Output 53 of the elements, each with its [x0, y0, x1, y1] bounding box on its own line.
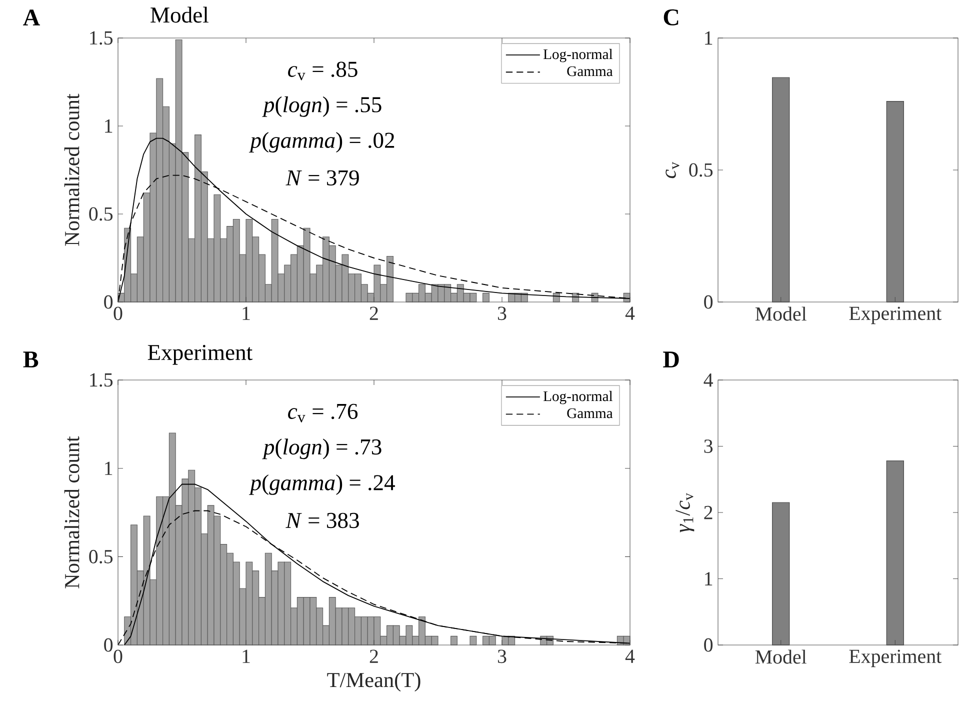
text: D	[663, 352, 679, 368]
y-tick-label: 3	[704, 440, 713, 453]
text: C	[664, 9, 678, 26]
x-tick-label: Model	[755, 650, 806, 664]
legend-label: Log-normal	[543, 390, 613, 404]
x-tick-label: Experiment	[849, 306, 942, 324]
y-tick-label: 0	[704, 638, 713, 652]
y-axis-title: Normalized count	[64, 94, 80, 246]
y-tick-label: 2	[704, 506, 712, 520]
y-tick-label: 1	[105, 462, 112, 475]
text: A	[23, 10, 40, 26]
y-tick-label: 0	[104, 638, 113, 652]
x-tick-label: 0	[114, 306, 122, 320]
y-tick-label: 0.5	[689, 163, 713, 177]
x-tick-label: 1	[242, 650, 250, 663]
annotation: c$_{v}$ = .76	[288, 404, 358, 422]
y-tick-label: 0.5	[89, 207, 113, 221]
x-tick-label: 3	[498, 650, 506, 664]
annotation: p(logn) = .73	[262, 438, 382, 460]
annotation: p(logn) = .55	[262, 96, 382, 117]
x-tick-label: 2	[370, 650, 378, 663]
x-tick-label: Experiment	[849, 650, 942, 668]
y-axis-title: c$_{v}$	[666, 162, 680, 178]
x-tick-label: 1	[242, 306, 250, 320]
y-tick-label: 0	[704, 295, 713, 309]
y-tick-label: 1	[705, 31, 712, 45]
x-tick-label: Model	[755, 306, 806, 321]
x-axis-title: T/Mean(T)	[327, 672, 420, 692]
annotation: c$_{v}$ = .85	[288, 62, 358, 80]
y-tick-label: 0	[104, 295, 113, 309]
y-tick-label: 0.5	[89, 550, 113, 564]
annotation: N = 383	[286, 512, 359, 528]
annotation: p(gamma) = .02	[248, 132, 394, 153]
x-tick-label: 2	[370, 306, 378, 320]
annotation: N = 379	[286, 170, 359, 186]
legend-label: Log-normal	[543, 48, 613, 62]
y-tick-label: 1	[105, 119, 112, 133]
legend-label: Gamma	[567, 66, 613, 76]
y-tick-label: 4	[704, 373, 713, 387]
y-tick-label: 1.5	[90, 31, 113, 45]
y-tick-label: 1.5	[90, 373, 113, 387]
x-tick-label: 4	[625, 650, 635, 663]
y-tick-label: 1	[705, 572, 712, 586]
x-tick-label: 4	[625, 306, 635, 320]
annotation: p(gamma) = .24	[248, 474, 395, 495]
y-axis-title: γ$_{1}$/c$_{v}$	[676, 492, 694, 532]
chart-title: Experiment	[148, 344, 252, 365]
text: B	[23, 352, 38, 368]
x-tick-label: 3	[498, 306, 506, 320]
chart-title: Model	[150, 6, 208, 23]
x-tick-label: 0	[114, 650, 122, 664]
legend-label: Gamma	[567, 408, 613, 418]
y-axis-title: Normalized count	[64, 436, 80, 588]
